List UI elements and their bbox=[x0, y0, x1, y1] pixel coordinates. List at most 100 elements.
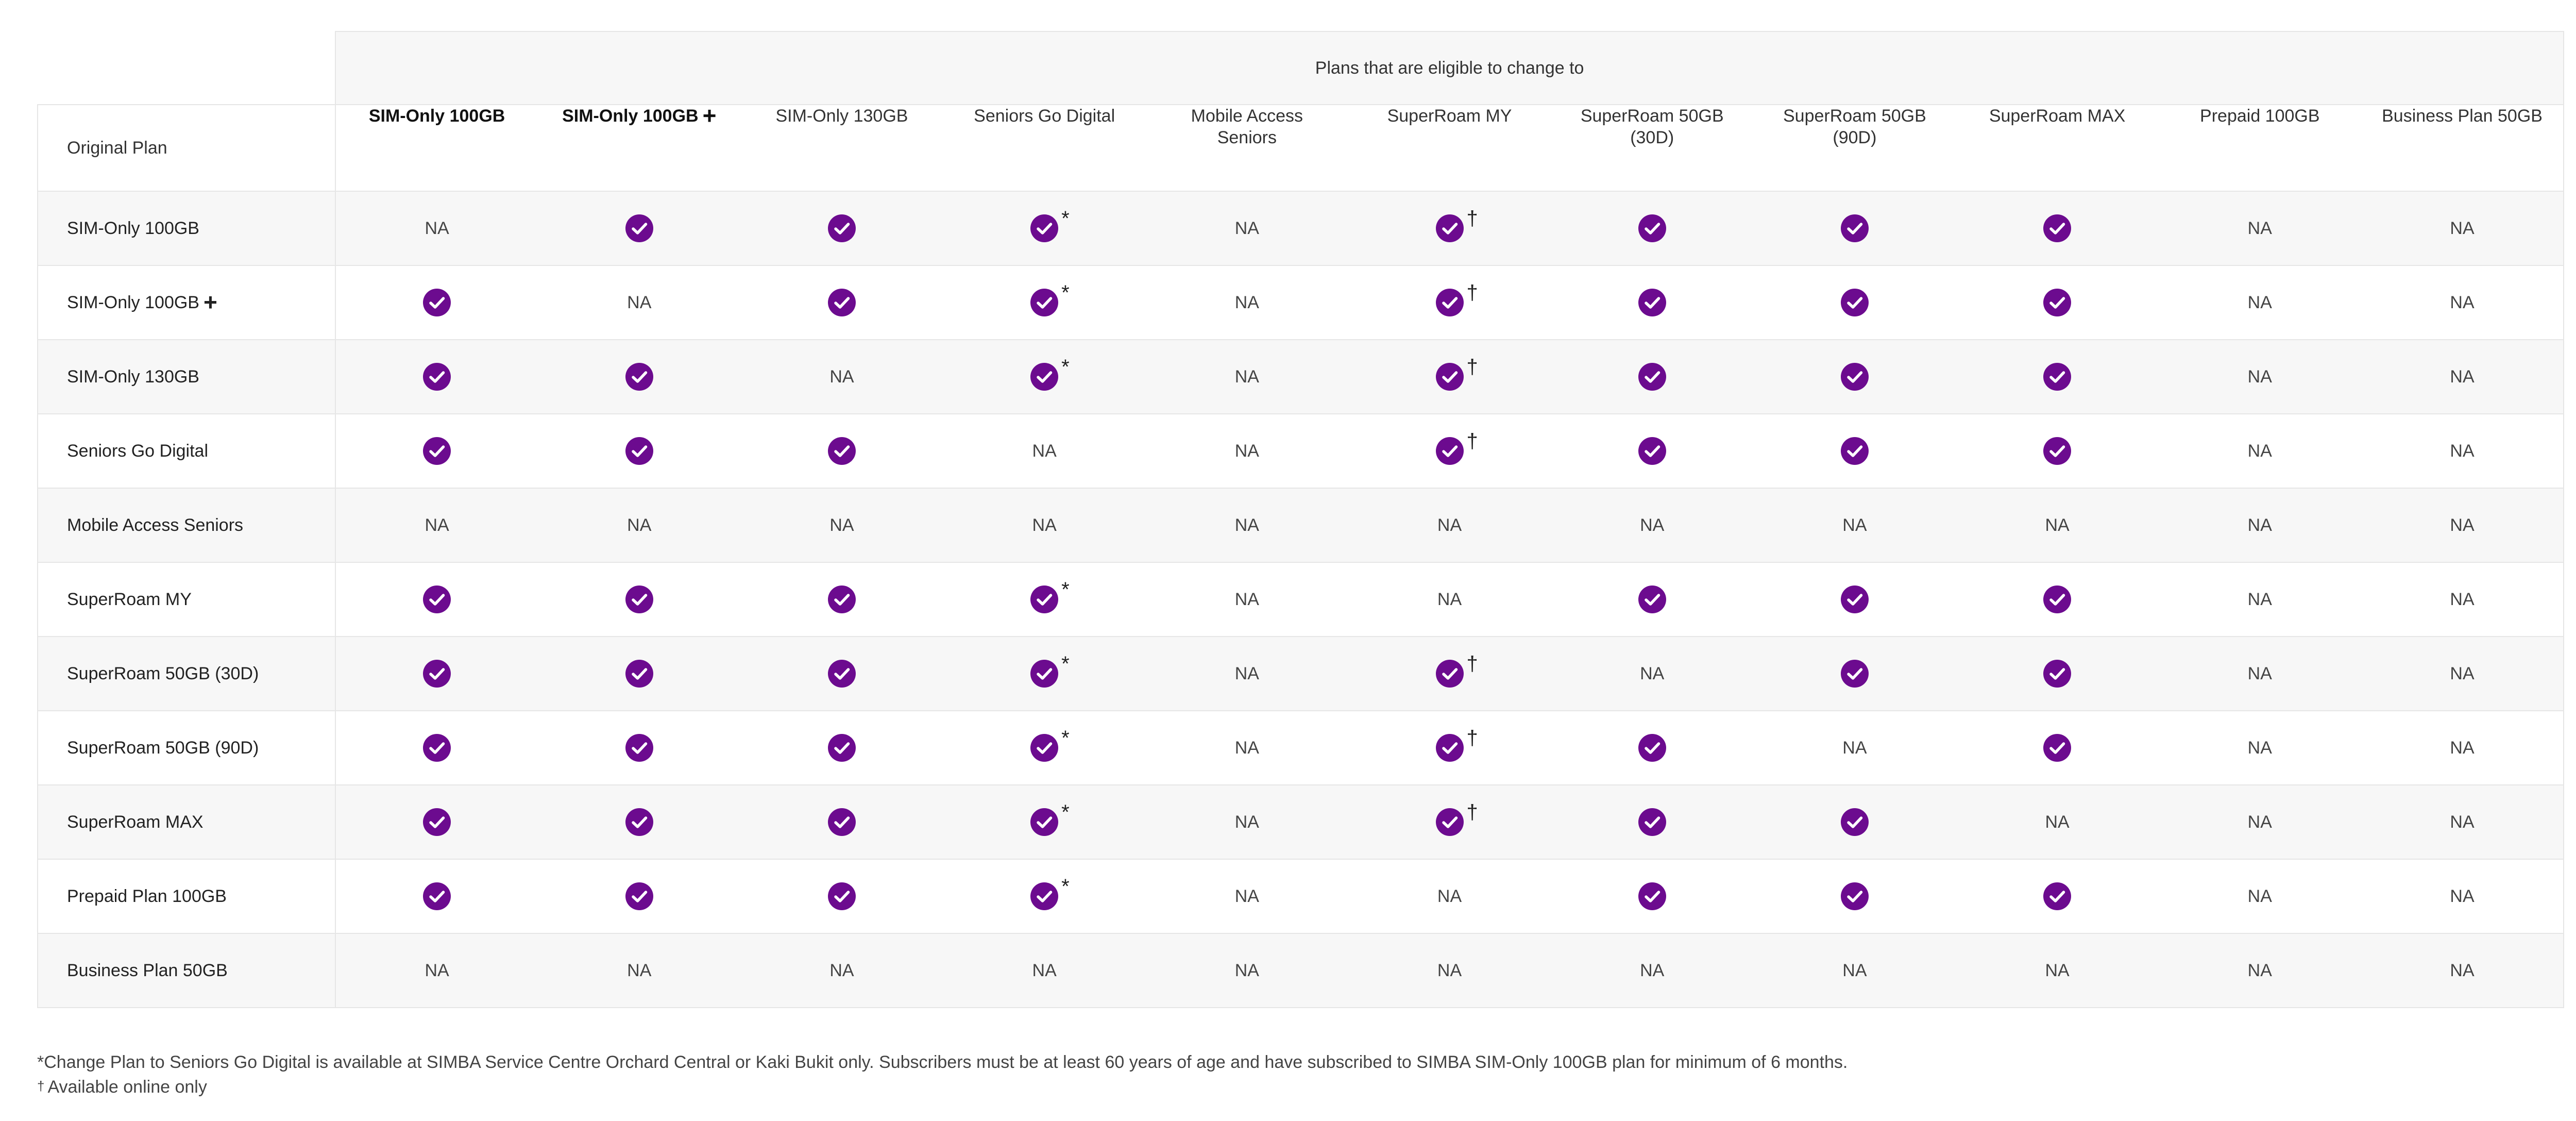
matrix-cell bbox=[1956, 859, 2159, 933]
not-available-text: NA bbox=[1234, 589, 1259, 609]
check-circle-icon bbox=[1840, 585, 1869, 613]
not-available-text: NA bbox=[2247, 366, 2272, 387]
matrix-cell: NA bbox=[2361, 784, 2565, 859]
matrix-cell bbox=[1753, 859, 1956, 933]
check-circle-icon bbox=[625, 808, 653, 836]
matrix-cell: NA bbox=[1753, 488, 1956, 562]
not-available-text: NA bbox=[1234, 515, 1259, 535]
check-circle-icon bbox=[423, 734, 451, 762]
matrix-cell: NA bbox=[2361, 710, 2565, 785]
matrix-cell: NA bbox=[2158, 710, 2361, 785]
not-available-text: NA bbox=[2450, 292, 2475, 312]
dagger-mark: † bbox=[1466, 356, 1478, 378]
matrix-cell bbox=[335, 562, 538, 637]
matrix-cell: NA bbox=[2361, 562, 2565, 637]
check-circle-icon bbox=[2043, 437, 2072, 465]
matrix-cell bbox=[740, 191, 943, 265]
eligible-check-icon bbox=[1638, 363, 1666, 391]
not-available-text: NA bbox=[2247, 886, 2272, 906]
eligible-check-icon: † bbox=[1435, 802, 1478, 836]
column-header-label: SIM-Only 100GB bbox=[562, 106, 699, 126]
eligible-check-icon: * bbox=[1030, 579, 1070, 613]
row-header-label: SIM-Only 100GB bbox=[67, 218, 199, 238]
row-header-superroam-max: SuperRoam MAX bbox=[37, 784, 336, 859]
not-available-text: NA bbox=[2450, 812, 2475, 832]
row-header-label: SuperRoam MAX bbox=[67, 812, 204, 832]
check-circle-icon bbox=[1840, 363, 1869, 391]
matrix-cell: NA bbox=[1145, 636, 1348, 711]
check-circle-icon bbox=[1840, 808, 1869, 836]
matrix-cell: NA bbox=[1551, 488, 1754, 562]
eligible-check-icon: † bbox=[1435, 357, 1478, 391]
not-available-text: NA bbox=[1437, 589, 1462, 609]
not-available-text: NA bbox=[2450, 886, 2475, 906]
original-plan-header: Original Plan bbox=[37, 104, 336, 191]
matrix-cell: NA bbox=[1145, 413, 1348, 488]
matrix-cell: NA bbox=[2158, 933, 2361, 1008]
matrix-cell: NA bbox=[2361, 488, 2565, 562]
not-available-text: NA bbox=[627, 515, 652, 535]
eligible-check-icon bbox=[827, 289, 856, 316]
eligible-check-icon bbox=[1840, 808, 1869, 836]
matrix-cell bbox=[538, 859, 741, 933]
check-circle-icon bbox=[827, 214, 856, 242]
matrix-cell: NA bbox=[1348, 859, 1551, 933]
matrix-cell: NA bbox=[1145, 710, 1348, 785]
asterisk-mark: * bbox=[1061, 281, 1070, 304]
eligible-check-icon bbox=[423, 808, 451, 836]
matrix-cell: NA bbox=[2361, 191, 2565, 265]
eligible-check-icon bbox=[1840, 882, 1869, 910]
dagger-mark: † bbox=[1466, 281, 1478, 304]
matrix-cell bbox=[1753, 784, 1956, 859]
matrix-cell bbox=[1753, 191, 1956, 265]
check-circle-icon bbox=[827, 289, 856, 316]
not-available-text: NA bbox=[1032, 515, 1057, 535]
check-circle-icon bbox=[827, 437, 856, 465]
check-circle-icon bbox=[423, 882, 451, 910]
eligible-check-icon bbox=[1840, 660, 1869, 688]
matrix-body: SIM-Only 100GB NA * NA † NA NA SIM-Only 100GB + N… bbox=[37, 191, 2565, 1008]
not-available-text: NA bbox=[1234, 960, 1259, 980]
column-header-superroam-max: SuperRoam MAX bbox=[1956, 104, 2159, 191]
matrix-cell bbox=[538, 636, 741, 711]
matrix-cell: NA bbox=[1145, 933, 1348, 1008]
matrix-cell bbox=[1551, 710, 1754, 785]
not-available-text: NA bbox=[2247, 515, 2272, 535]
matrix-cell: NA bbox=[2158, 488, 2361, 562]
matrix-cell bbox=[740, 265, 943, 340]
column-header-label: Seniors Go Digital bbox=[974, 106, 1115, 126]
matrix-cell bbox=[538, 413, 741, 488]
check-circle-icon bbox=[827, 808, 856, 836]
table-row: Seniors Go Digital NA NA † NA NA bbox=[37, 413, 2565, 488]
matrix-cell bbox=[1551, 265, 1754, 340]
eligible-check-icon: * bbox=[1030, 654, 1070, 688]
check-circle-icon bbox=[423, 363, 451, 391]
check-circle-icon bbox=[423, 437, 451, 465]
matrix-cell: NA bbox=[1145, 562, 1348, 637]
eligible-check-icon bbox=[827, 734, 856, 762]
check-circle-icon bbox=[1638, 289, 1666, 316]
plan-change-matrix: Plans that are eligible to change to Ori… bbox=[37, 31, 2565, 1008]
asterisk-mark: * bbox=[1061, 356, 1070, 378]
not-available-text: NA bbox=[2247, 292, 2272, 312]
check-circle-icon bbox=[1840, 660, 1869, 688]
row-header-label: Mobile Access Seniors bbox=[67, 515, 244, 535]
matrix-cell: NA bbox=[740, 933, 943, 1008]
check-circle-icon bbox=[625, 214, 653, 242]
column-header-sim-only-130gb: SIM-Only 130GB bbox=[740, 104, 943, 191]
not-available-text: NA bbox=[829, 960, 854, 980]
column-header-label: SuperRoam 50GB (30D) bbox=[1580, 106, 1724, 147]
not-available-text: NA bbox=[1842, 960, 1867, 980]
matrix-cell: * bbox=[943, 339, 1146, 414]
not-available-text: NA bbox=[1640, 515, 1665, 535]
check-circle-icon bbox=[1840, 289, 1869, 316]
eligible-check-icon bbox=[1840, 289, 1869, 316]
check-circle-icon bbox=[625, 660, 653, 688]
eligible-check-icon: † bbox=[1435, 431, 1478, 465]
matrix-cell: NA bbox=[2158, 339, 2361, 414]
column-header-prepaid-100gb: Prepaid 100GB bbox=[2158, 104, 2361, 191]
dagger-footnote-text: Available online only bbox=[47, 1077, 207, 1097]
matrix-cell bbox=[740, 562, 943, 637]
eligible-check-icon bbox=[625, 808, 653, 836]
not-available-text: NA bbox=[1234, 886, 1259, 906]
